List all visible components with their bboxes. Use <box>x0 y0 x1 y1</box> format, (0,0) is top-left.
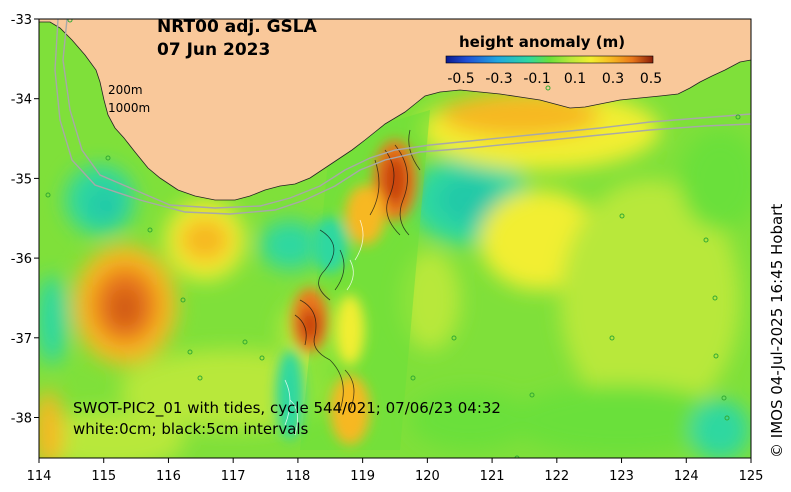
y-tick-label: -35 <box>11 172 32 187</box>
x-tick-label: 118 <box>285 469 310 484</box>
legend-tick-label: -0.1 <box>523 71 550 87</box>
y-tick-label: -33 <box>11 13 32 28</box>
x-tick-label: 124 <box>674 469 699 484</box>
x-tick-label: 120 <box>415 469 440 484</box>
x-tick-label: 125 <box>739 469 764 484</box>
plot-frame <box>38 18 752 459</box>
x-axis: 114 115 116 117 118 119 120 121 122 123 124 125 <box>27 458 764 484</box>
legend-tick-label: 0.5 <box>640 71 662 87</box>
observation-points <box>45 19 741 458</box>
x-tick-label: 116 <box>156 469 181 484</box>
y-tick-label: -37 <box>11 332 32 347</box>
x-tick-label: 123 <box>609 469 634 484</box>
y-tick-label: -34 <box>11 93 32 108</box>
y-axis: -33 -34 -35 -36 -37 -38 <box>11 13 39 427</box>
isobaths <box>54 19 751 215</box>
map-date: 07 Jun 2023 <box>157 40 270 60</box>
x-tick-label: 115 <box>91 469 116 484</box>
anomaly-field <box>39 19 751 458</box>
map-title: NRT00 adj. GSLA <box>157 17 318 37</box>
y-tick-label: -38 <box>11 412 32 427</box>
swot-pass-info: SWOT-PIC2_01 with tides, cycle 544/021; … <box>73 399 501 418</box>
legend-tick-label: -0.3 <box>485 71 512 87</box>
legend-title: height anomaly (m) <box>459 33 625 51</box>
land-mass <box>39 19 751 201</box>
x-tick-label: 117 <box>221 469 246 484</box>
swot-contour-legend: white:0cm; black:5cm intervals <box>73 420 309 438</box>
x-tick-label: 114 <box>27 469 52 484</box>
colorbar <box>445 55 654 64</box>
x-tick-label: 122 <box>544 469 569 484</box>
x-tick-label: 121 <box>480 469 505 484</box>
x-tick-label: 119 <box>350 469 375 484</box>
legend-tick-label: -0.5 <box>447 71 474 87</box>
colorbar-legend: height anomaly (m) -0.5 -0.3 -0.1 0.1 0.3 0.5 <box>445 33 662 87</box>
legend-tick-label: 0.1 <box>564 71 586 87</box>
isobath-label-1000m: 1000m <box>108 101 150 115</box>
y-tick-label: -36 <box>11 252 32 267</box>
legend-tick-labels: -0.5 -0.3 -0.1 0.1 0.3 0.5 <box>447 71 662 87</box>
imos-credit: © IMOS 04-Jul-2025 16:45 Hobart <box>768 204 786 458</box>
legend-tick-label: 0.3 <box>602 71 624 87</box>
isobath-label-200m: 200m <box>108 83 143 97</box>
